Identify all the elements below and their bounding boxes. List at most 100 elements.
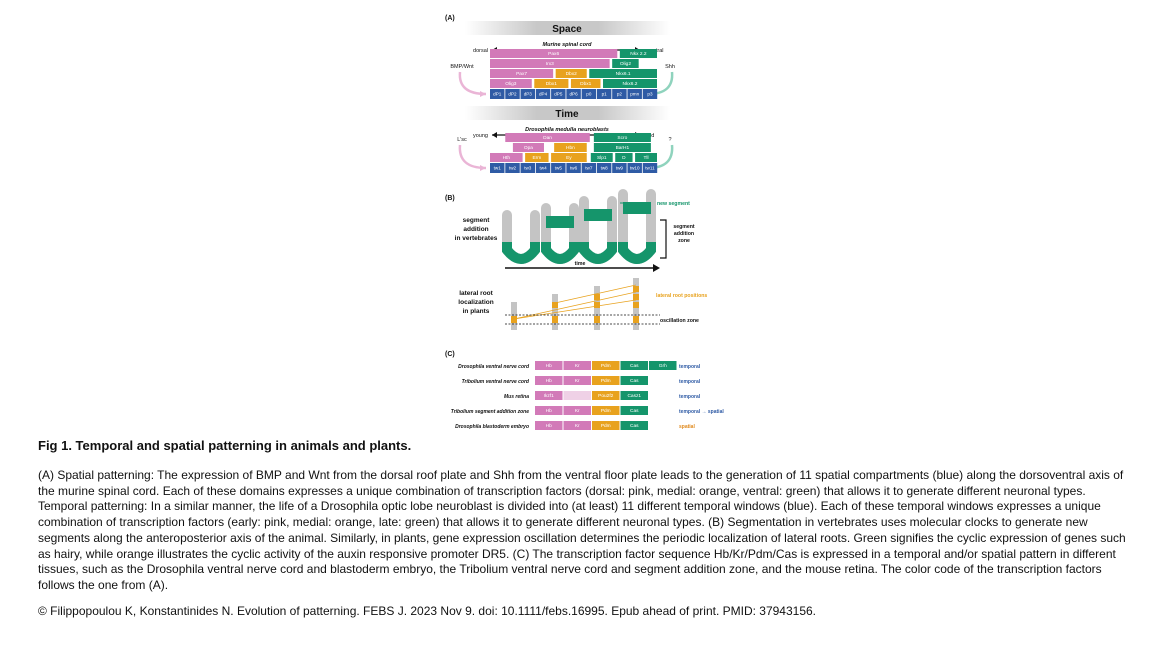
tissue-label: Drosophila ventral nerve cord — [458, 364, 530, 370]
tf-label: Casz1 — [627, 393, 641, 399]
time-tf-label: Slp1 — [597, 155, 607, 161]
time-tf-label: BarH1 — [616, 145, 630, 151]
time-cell-label: tw9 — [616, 166, 624, 171]
tf-box — [620, 376, 648, 385]
space-cell-box — [551, 89, 566, 99]
time-label: time — [575, 261, 586, 267]
vertebrate-label: addition — [463, 226, 488, 233]
space-tf-box — [490, 79, 532, 88]
time-cell-box — [505, 163, 520, 173]
space-tf-box — [612, 59, 639, 68]
time-right-signal: ? — [668, 137, 671, 143]
root-lateral-mark — [552, 302, 558, 308]
tf-label: Pou2f2 — [598, 393, 614, 399]
tissue-label: Tribolium segment addition zone — [451, 409, 529, 415]
panel-c-label: (C) — [445, 351, 455, 358]
time-header: Time — [555, 109, 579, 120]
space-cell-label: p3 — [647, 92, 653, 97]
tf-box — [535, 376, 563, 385]
tf-box — [535, 421, 563, 430]
time-cell-label: tw5 — [555, 166, 563, 171]
time-cell-label: tw11 — [645, 166, 655, 171]
tf-label: Pdm — [601, 378, 611, 384]
mode-label: temporal → spatial — [679, 409, 724, 415]
space-tf-label: Dbx1 — [580, 81, 592, 87]
root-oscillation-mark — [594, 316, 600, 323]
space-cell-box — [505, 89, 520, 99]
time-left-signal-arrowhead — [480, 165, 486, 171]
zone-bracket — [660, 219, 667, 259]
time-cell-label: tw10 — [630, 166, 640, 171]
time-cell-box — [535, 163, 551, 173]
mode-label: temporal — [679, 364, 701, 370]
time-tf-box — [490, 153, 523, 162]
tf-label: Pdm — [601, 408, 611, 414]
space-left-signal-arrowhead — [480, 91, 486, 97]
time-tf-label: Hth — [503, 155, 511, 161]
time-tf-box — [525, 153, 549, 162]
lateral-root-positions-label: lateral root positions — [656, 293, 707, 299]
tf-box — [535, 391, 563, 400]
space-tf-label: Dbx1 — [546, 81, 558, 87]
space-cell-label: pmn — [630, 92, 639, 97]
space-cell-label: dP5 — [554, 92, 563, 97]
citation: © Filippopoulou K, Konstantinides N. Evo… — [38, 604, 817, 618]
space-tf-box — [490, 69, 554, 78]
time-cell-label: tw4 — [539, 166, 547, 171]
space-cell-label: dP6 — [570, 92, 579, 97]
time-tf-box — [554, 143, 587, 152]
embryo-posterior-expression — [541, 242, 579, 264]
space-tf-box — [570, 79, 601, 88]
space-cell-box — [566, 89, 581, 99]
time-subtitle: Drosophila medulla neuroblasts — [525, 127, 609, 133]
time-cell-box — [520, 163, 536, 173]
space-tf-box — [603, 79, 657, 88]
zone-label: zone — [678, 238, 690, 244]
root-lateral-mark — [633, 302, 639, 308]
plant-label: localization — [458, 299, 493, 306]
zone-label: segment — [673, 224, 695, 230]
time-tf-box — [551, 153, 587, 162]
tf-label: Cas — [630, 378, 639, 384]
space-tf-label: Nkx6.2 — [623, 81, 638, 87]
space-tf-box — [589, 69, 657, 78]
tf-box — [535, 406, 563, 415]
time-tf-label: Dan — [543, 135, 552, 141]
mode-label: temporal — [679, 379, 701, 385]
embryo-new-segment — [584, 209, 612, 221]
space-cell-label: p1 — [602, 92, 608, 97]
tf-box — [563, 421, 591, 430]
time-tf-label: Tll — [644, 155, 649, 161]
space-cell-box — [535, 89, 551, 99]
root-oscillation-mark — [552, 316, 558, 323]
time-tf-box — [593, 143, 651, 152]
oscillation-zone-label: oscillation zone — [660, 318, 699, 324]
space-header-bar — [465, 21, 670, 35]
embryo-posterior-expression — [502, 242, 540, 264]
space-cell-label: p2 — [617, 92, 623, 97]
tf-label: Kr — [575, 423, 580, 429]
time-tf-box — [593, 133, 651, 142]
time-tf-box — [505, 133, 590, 142]
time-header-bar — [465, 106, 670, 120]
space-tf-label: Nkx 2.2 — [630, 51, 647, 57]
space-cell-box — [490, 89, 505, 99]
tf-label: Cas — [630, 363, 639, 369]
time-tf-label: Scro — [617, 135, 627, 141]
embryo-posterior-expression — [579, 242, 617, 264]
space-tf-label: Olig2 — [620, 61, 632, 67]
lateral-root-trend — [513, 299, 637, 320]
tissue-label: Mus retina — [504, 394, 529, 400]
root-oscillation-mark — [511, 316, 517, 323]
time-tf-label: Ey — [566, 155, 572, 161]
mode-label: temporal — [679, 394, 701, 400]
tf-box — [592, 406, 620, 415]
time-left-axis: young — [473, 133, 488, 139]
time-cell-box — [581, 163, 597, 173]
lateral-root-trend — [513, 291, 637, 320]
time-left-signal-arrow — [458, 144, 487, 170]
panel-b-label: (B) — [445, 195, 455, 202]
tf-box — [592, 376, 620, 385]
plant-label: lateral root — [459, 290, 493, 297]
